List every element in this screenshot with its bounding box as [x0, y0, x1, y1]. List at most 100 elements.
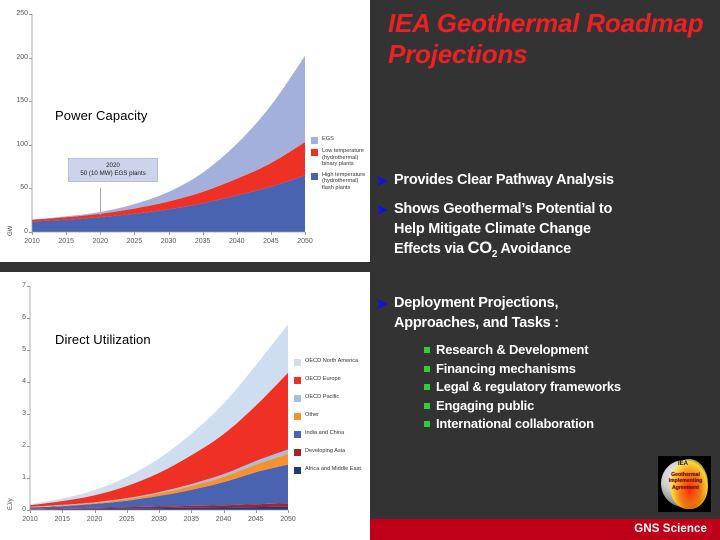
y-tick-mark	[27, 414, 30, 415]
x-tick-mark	[202, 232, 204, 235]
legend-item: OECD Pacific	[294, 394, 368, 402]
x-tick-mark	[30, 510, 31, 513]
legend-item: Developing Asia	[294, 448, 368, 456]
legend-label: High temperature (hydrothermal) flash pl…	[322, 171, 366, 191]
logo-caption-line-3: Agreement	[671, 484, 700, 491]
y-tick-label: 7	[22, 282, 26, 289]
legend-swatch	[294, 431, 301, 438]
x-tick-label: 2015	[58, 238, 74, 245]
legend-swatch	[294, 413, 301, 420]
x-tick-mark	[94, 510, 96, 513]
legend-power-capacity: EGS Low temperature (hydrothermal) binary…	[311, 136, 369, 196]
legend-label: OECD Pacific	[305, 394, 340, 400]
x-tick-label: 2030	[160, 238, 177, 245]
plot-area-power-capacity: Power Capacity GW 0 50 100 150 200 250 2010 20…	[0, 0, 370, 262]
y-tick-label: 250	[16, 10, 28, 17]
y-tick-label: 100	[16, 140, 28, 148]
legend-swatch	[311, 137, 318, 144]
y-tick-mark	[29, 232, 32, 233]
y-tick-label: 150	[16, 97, 28, 105]
y-tick-label: 4	[22, 378, 26, 385]
x-tick-mark	[159, 510, 160, 513]
legend-direct-utilization: OECD North America OECD Europe OECD Pacifi…	[294, 358, 368, 484]
area-series-5	[30, 372, 288, 507]
logo-caption-line-2: Implementing	[668, 478, 703, 485]
x-tick-mark	[305, 232, 306, 235]
annotation-line-1: 2020	[106, 162, 120, 169]
legend-label: Africa and Middle East	[305, 466, 361, 472]
green-square-bullet-icon	[424, 384, 430, 390]
legend-label: EGS	[322, 136, 334, 142]
area-series-0	[30, 506, 288, 510]
sub-bullet-item: International collaboration	[424, 415, 720, 433]
y-tick-label: 3	[22, 410, 26, 417]
sub-bullet-item: Engaging public	[424, 397, 720, 415]
x-tick-mark	[100, 232, 102, 235]
x-tick-mark	[168, 232, 170, 235]
green-square-bullet-icon	[424, 402, 430, 409]
x-tick-label: 2045	[247, 516, 264, 523]
y-tick-mark	[27, 478, 30, 479]
y-tick-mark	[29, 188, 32, 190]
area-series-1	[32, 142, 305, 222]
legend-item: OECD Europe	[294, 376, 368, 384]
legend-swatch	[294, 359, 301, 366]
power-capacity-area-chart	[31, 14, 305, 233]
annotation-leader-line	[100, 188, 102, 215]
legend-label: Low temperature (hydrothermal) binary pl…	[322, 148, 364, 168]
x-tick-mark	[270, 232, 272, 235]
legend-swatch	[294, 395, 301, 402]
chart-title-direct-utilization: Direct Utilization	[55, 332, 151, 347]
legend-item: Africa and Middle East	[294, 466, 368, 474]
direct-utilization-area-chart	[29, 286, 288, 511]
area-series-2	[30, 464, 288, 509]
legend-swatch	[311, 172, 318, 180]
x-tick-mark	[32, 232, 33, 235]
sub-bullet-item: Research & Development	[424, 341, 720, 359]
legend-label: Other	[305, 412, 319, 418]
x-tick-mark	[126, 510, 128, 513]
legend-swatch	[294, 377, 301, 384]
y-tick-label: 0	[22, 506, 26, 513]
chart-panel-power-capacity: Power Capacity GW 0 50 100 150 200 250 2010 20…	[0, 0, 370, 262]
sub-bullet-item: Legal & regulatory frameworks	[424, 378, 720, 396]
x-tick-label: 2035	[183, 516, 200, 523]
y-tick-mark	[29, 101, 32, 103]
content-panel: IEA Geothermal Roadmap Projections Provi…	[370, 0, 720, 540]
legend-label: OECD Europe	[305, 376, 341, 382]
green-square-bullet-icon	[424, 421, 430, 427]
legend-label: OECD North America	[305, 358, 359, 364]
logo-caption-line-1: Geothermal	[671, 472, 700, 478]
co2-subscript: 2	[491, 248, 498, 260]
bullet-2-line-1: Shows Geothermal’s Potential to	[394, 201, 613, 217]
x-tick-label: 2035	[194, 238, 211, 245]
x-tick-label: 2050	[280, 516, 296, 523]
y-tick-mark	[29, 57, 32, 59]
bullet-3-line-1: Deployment Projections,	[394, 295, 559, 311]
x-tick-label: 2025	[118, 516, 135, 523]
legend-item: Other	[294, 412, 368, 420]
y-tick-label: 5	[22, 346, 26, 353]
x-tick-mark	[191, 510, 193, 513]
geothermal-implementing-agreement-logo: IEA Geothermal Implementing Agreement	[658, 456, 711, 512]
y-tick-mark	[29, 14, 32, 15]
x-tick-label: 2015	[54, 516, 71, 523]
x-tick-mark	[255, 510, 257, 513]
logo-caption: Geothermal Implementing Agreement	[663, 472, 708, 491]
annotation-line-2: 50 (10 MW) EGS plants	[80, 170, 146, 177]
bullet-2-line-2: Help Mitigate Climate Change	[394, 220, 591, 237]
y-tick-mark	[27, 318, 30, 319]
sub-bullet-label: Engaging public	[436, 397, 535, 413]
area-series-6	[30, 324, 288, 506]
bullet-2-line-3-suffix: Avoidance	[497, 241, 571, 257]
area-series-0	[32, 175, 305, 232]
co2-formula: CO	[467, 239, 493, 257]
x-tick-label: 2045	[263, 238, 279, 245]
arrow-bullet-icon	[376, 297, 390, 311]
x-tick-mark	[66, 232, 68, 235]
x-tick-mark	[134, 232, 136, 235]
legend-label: India and China	[305, 430, 345, 436]
